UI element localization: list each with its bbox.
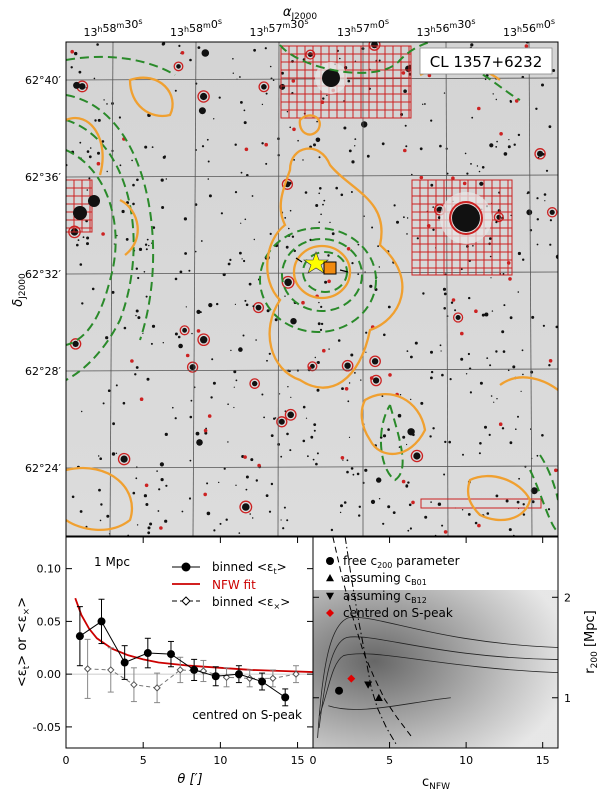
binned-t-point — [98, 617, 106, 625]
binned-x-point — [154, 685, 160, 691]
ra-tick-label: 13h57m30s — [249, 17, 308, 39]
binned-x-point — [108, 667, 114, 673]
legend-marker-circle — [326, 557, 334, 565]
binned-t-point — [212, 672, 220, 680]
cluster-label: CL 1357+6232 — [430, 53, 543, 71]
shear-x-axis-label: θ [′] — [177, 772, 202, 787]
sky-image-panel: CL 1357+6232 — [65, 39, 560, 536]
shear-x-tick-label: 0 — [63, 754, 70, 767]
binned-t-point — [235, 670, 243, 678]
shear-y-tick-label: 0.10 — [37, 563, 62, 576]
binned-t-point — [258, 678, 266, 686]
ra-tick-label: 13h58m0s — [170, 17, 222, 39]
shear-y-axis-label: <εt> or <ε×> — [15, 597, 32, 687]
ra-tick-label: 13h56m30s — [416, 17, 475, 39]
likelihood-x-tick-label: 5 — [386, 754, 393, 767]
cluster-label-box: CL 1357+6232 — [420, 48, 552, 74]
shear-y-tick-label: 0.05 — [37, 615, 62, 628]
likelihood-y-axis-label: r200 [Mpc] — [583, 610, 600, 673]
likelihood-y-tick-label: 1 — [564, 692, 571, 705]
likelihood-x-axis-label: cNFW — [422, 775, 450, 792]
shear-y-tick-label: 0.00 — [37, 668, 62, 681]
shear-profile-panel: 0 5 10 15 -0.05 0.00 0.05 0.10 1 Mpc centred on… — [15, 537, 313, 787]
shear-y-tick-label: -0.05 — [33, 721, 61, 734]
likelihood-x-tick-label: 10 — [459, 754, 473, 767]
likelihood-y-tick-label: 2 — [564, 591, 571, 604]
legend-binned-x-marker — [182, 597, 190, 605]
binned-t-point — [190, 666, 198, 674]
legend-nfw-label: NFW fit — [212, 578, 256, 592]
dec-tick-label: 62°40′ — [25, 74, 61, 87]
ra-axis: αJ2000 13h58m30s13h58m0s13h57m30s13h57m0… — [83, 5, 555, 39]
binned-t-point — [121, 659, 129, 667]
shear-x-tick-label: 10 — [213, 754, 227, 767]
binned-x-point — [85, 666, 91, 672]
ra-tick-label: 13h58m30s — [83, 17, 142, 39]
shear-x-tick-label: 15 — [291, 754, 305, 767]
likelihood-legend-label: centred on S-peak — [343, 606, 453, 620]
shear-legend: binned <εt> NFW fit binned <ε×> — [172, 560, 290, 611]
legend-binned-t-label: binned <εt> — [212, 560, 287, 576]
binned-t-point — [76, 632, 84, 640]
binned-t-point — [167, 650, 175, 658]
likelihood-x-tick-label: 0 — [310, 754, 317, 767]
dec-tick-label: 62°32′ — [25, 268, 61, 281]
legend-binned-x-label: binned <ε×> — [212, 595, 290, 611]
binned-x-point — [270, 675, 276, 681]
dec-axis: δJ2000 62°40′62°36′62°32′62°28′62°24′ — [11, 74, 61, 475]
point-free — [335, 687, 343, 695]
shear-annotation-scale: 1 Mpc — [94, 555, 130, 569]
legend-binned-t-marker — [182, 563, 191, 572]
dec-tick-label: 62°28′ — [25, 365, 61, 378]
likelihood-x-tick-label: 15 — [536, 754, 550, 767]
binned-x-point — [131, 682, 137, 688]
dec-tick-label: 62°24′ — [25, 462, 61, 475]
shear-x-tick-label: 5 — [140, 754, 147, 767]
binned-t-point — [144, 649, 152, 657]
square-marker-icon — [324, 262, 336, 274]
shear-annotation-centre: centred on S-peak — [192, 708, 302, 722]
binned-t-point — [281, 693, 289, 701]
ra-tick-label: 13h57m0s — [337, 17, 389, 39]
likelihood-legend-label: free c200 parameter — [343, 554, 460, 570]
ra-tick-label: 13h56m0s — [503, 17, 555, 39]
dec-tick-label: 62°36′ — [25, 171, 61, 184]
